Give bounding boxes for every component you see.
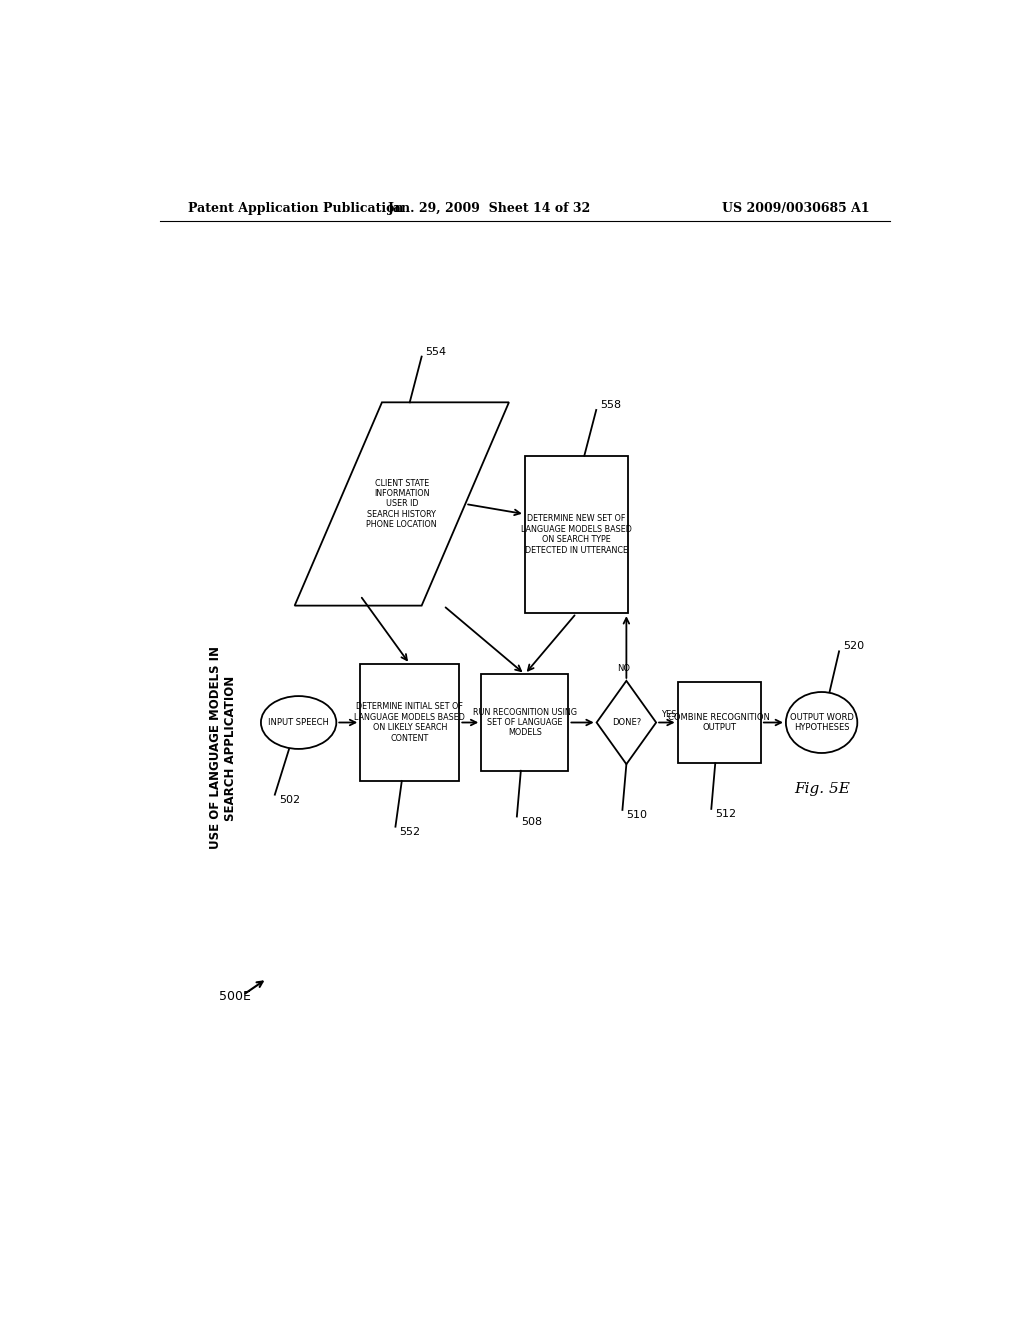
Ellipse shape	[261, 696, 336, 748]
Text: YES: YES	[660, 710, 677, 719]
Text: COMBINE RECOGNITION
OUTPUT: COMBINE RECOGNITION OUTPUT	[669, 713, 770, 733]
Text: 554: 554	[426, 347, 446, 356]
Text: 510: 510	[627, 810, 647, 820]
Polygon shape	[295, 403, 509, 606]
Ellipse shape	[785, 692, 857, 752]
Text: USE OF LANGUAGE MODELS IN
SEARCH APPLICATION: USE OF LANGUAGE MODELS IN SEARCH APPLICA…	[209, 647, 238, 849]
Bar	[360, 664, 460, 781]
Text: RUN RECOGNITION USING
SET OF LANGUAGE
MODELS: RUN RECOGNITION USING SET OF LANGUAGE MO…	[473, 708, 577, 738]
Text: 502: 502	[279, 795, 300, 805]
Text: OUTPUT WORD
HYPOTHESES: OUTPUT WORD HYPOTHESES	[790, 713, 854, 733]
Text: 508: 508	[521, 817, 542, 826]
Bar	[678, 682, 761, 763]
Text: 558: 558	[600, 400, 622, 411]
Text: CLIENT STATE
INFORMATION
USER ID
SEARCH HISTORY
PHONE LOCATION: CLIENT STATE INFORMATION USER ID SEARCH …	[367, 479, 437, 529]
Bar	[524, 455, 628, 614]
Text: US 2009/0030685 A1: US 2009/0030685 A1	[722, 202, 870, 215]
Text: DETERMINE INITIAL SET OF
LANGUAGE MODELS BASED
ON LIKELY SEARCH
CONTENT: DETERMINE INITIAL SET OF LANGUAGE MODELS…	[354, 702, 465, 743]
Text: Jan. 29, 2009  Sheet 14 of 32: Jan. 29, 2009 Sheet 14 of 32	[387, 202, 591, 215]
Text: DONE?: DONE?	[611, 718, 641, 727]
Polygon shape	[597, 681, 656, 764]
Text: DETERMINE NEW SET OF
LANGUAGE MODELS BASED
ON SEARCH TYPE
DETECTED IN UTTERANCE: DETERMINE NEW SET OF LANGUAGE MODELS BAS…	[521, 515, 632, 554]
Bar	[481, 675, 568, 771]
Text: Patent Application Publication: Patent Application Publication	[187, 202, 403, 215]
Text: INPUT SPEECH: INPUT SPEECH	[268, 718, 329, 727]
Text: 552: 552	[399, 826, 421, 837]
Text: 500E: 500E	[219, 990, 251, 1003]
Text: Fig. 5E: Fig. 5E	[795, 781, 851, 796]
Text: NO: NO	[617, 664, 631, 673]
Text: 520: 520	[843, 642, 864, 651]
Text: 512: 512	[715, 809, 736, 818]
